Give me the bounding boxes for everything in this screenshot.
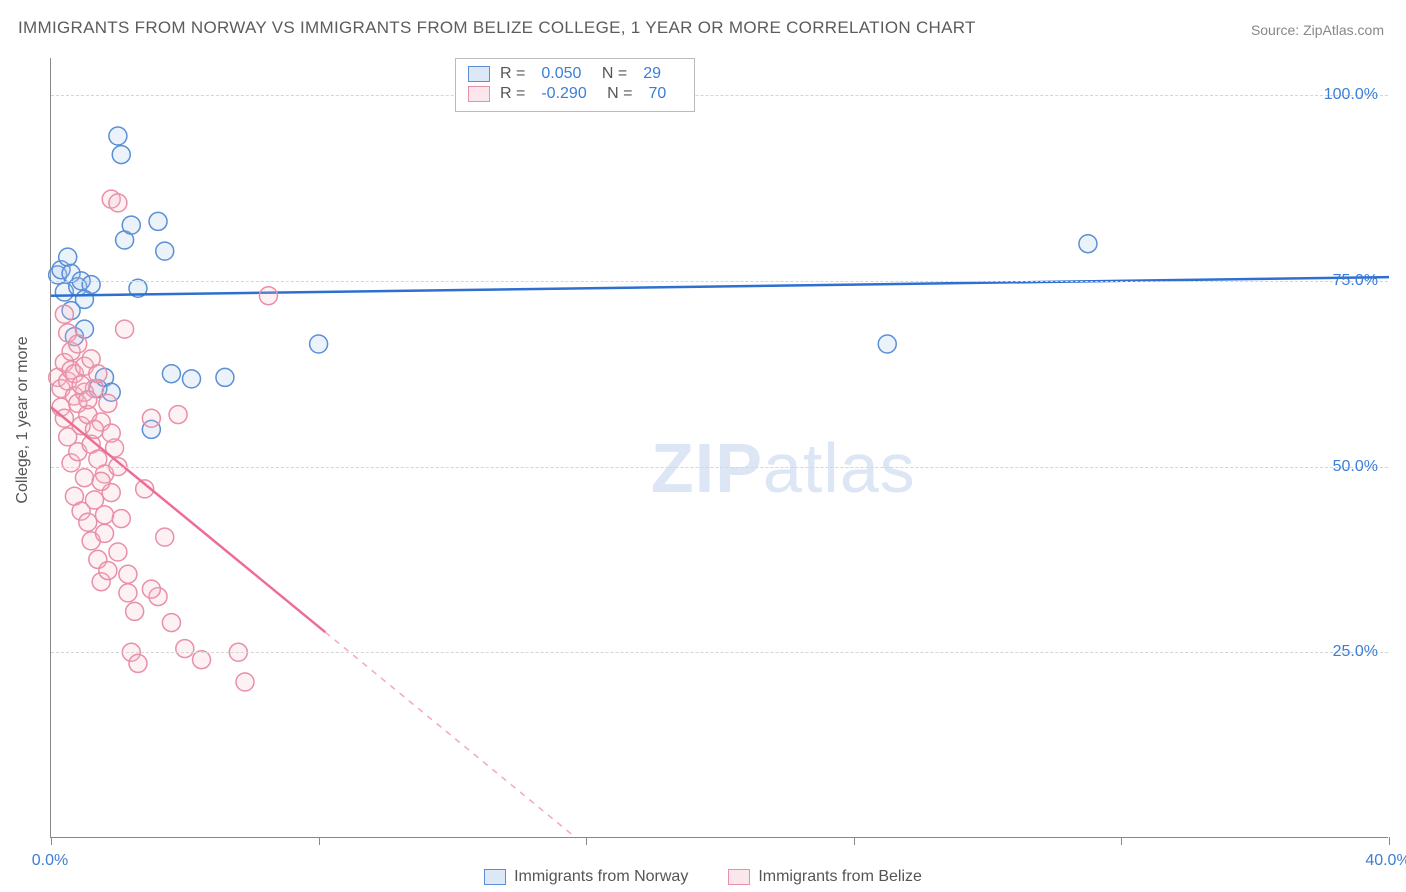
stats-r-label: R = (500, 65, 525, 83)
stats-legend-box: R = 0.050 N = 29 R = -0.290 N = 70 (455, 58, 695, 112)
chart-svg (51, 58, 1388, 837)
stats-n-label: N = (597, 65, 627, 83)
data-point (92, 472, 110, 490)
data-point (182, 370, 200, 388)
gridline (51, 652, 1388, 653)
stats-n-label: N = (603, 85, 633, 103)
x-tick (319, 837, 320, 845)
data-point (142, 409, 160, 427)
x-tick (854, 837, 855, 845)
data-point (96, 524, 114, 542)
x-tick (586, 837, 587, 845)
stats-r-value: 0.050 (541, 65, 581, 83)
data-point (79, 391, 97, 409)
legend-swatch (468, 66, 490, 82)
chart-title: IMMIGRANTS FROM NORWAY VS IMMIGRANTS FRO… (18, 18, 976, 38)
data-point (193, 651, 211, 669)
stats-n-value: 70 (649, 85, 667, 103)
data-point (55, 305, 73, 323)
legend-item: Immigrants from Norway (484, 868, 688, 886)
data-point (216, 368, 234, 386)
x-tick-label: 40.0% (1365, 852, 1406, 870)
stats-row: R = -0.290 N = 70 (468, 85, 672, 103)
data-point (99, 562, 117, 580)
gridline (51, 467, 1388, 468)
data-point (259, 287, 277, 305)
data-point (878, 335, 896, 353)
stats-n-value: 29 (643, 65, 661, 83)
y-tick-label: 100.0% (1324, 86, 1378, 104)
x-tick-label: 0.0% (32, 852, 68, 870)
data-point (89, 365, 107, 383)
data-point (75, 469, 93, 487)
data-point (162, 614, 180, 632)
data-point (109, 127, 127, 145)
data-point (85, 420, 103, 438)
legend-label: Immigrants from Norway (514, 868, 688, 886)
legend-label: Immigrants from Belize (758, 868, 922, 886)
data-point (116, 320, 134, 338)
y-axis-label: College, 1 year or more (14, 336, 32, 503)
data-point (69, 335, 87, 353)
data-point (79, 513, 97, 531)
x-tick (1121, 837, 1122, 845)
x-tick (1389, 837, 1390, 845)
data-point (102, 424, 120, 442)
y-tick-label: 50.0% (1333, 458, 1378, 476)
data-point (112, 146, 130, 164)
data-point (112, 510, 130, 528)
bottom-legend: Immigrants from Norway Immigrants from Be… (0, 868, 1406, 886)
data-point (176, 640, 194, 658)
data-point (1079, 235, 1097, 253)
legend-swatch (484, 869, 506, 885)
data-point (169, 406, 187, 424)
stats-row: R = 0.050 N = 29 (468, 65, 672, 83)
data-point (149, 212, 167, 230)
y-tick-label: 25.0% (1333, 643, 1378, 661)
y-tick-label: 75.0% (1333, 272, 1378, 290)
data-point (162, 365, 180, 383)
data-point (142, 580, 160, 598)
legend-swatch (728, 869, 750, 885)
stats-r-value: -0.290 (541, 85, 586, 103)
data-point (96, 506, 114, 524)
data-point (156, 242, 174, 260)
gridline (51, 281, 1388, 282)
data-point (122, 216, 140, 234)
data-point (119, 565, 137, 583)
data-point (119, 584, 137, 602)
plot-area: ZIPatlas 25.0%50.0%75.0%100.0% (50, 58, 1388, 838)
data-point (99, 394, 117, 412)
data-point (310, 335, 328, 353)
regression-line-dashed (325, 632, 576, 838)
data-point (129, 654, 147, 672)
legend-swatch (468, 86, 490, 102)
legend-item: Immigrants from Belize (728, 868, 922, 886)
data-point (59, 248, 77, 266)
data-point (156, 528, 174, 546)
data-point (126, 602, 144, 620)
stats-r-label: R = (500, 85, 525, 103)
x-tick (51, 837, 52, 845)
source-attribution: Source: ZipAtlas.com (1251, 22, 1384, 38)
data-point (109, 194, 127, 212)
data-point (236, 673, 254, 691)
gridline (51, 95, 1388, 96)
data-point (109, 543, 127, 561)
